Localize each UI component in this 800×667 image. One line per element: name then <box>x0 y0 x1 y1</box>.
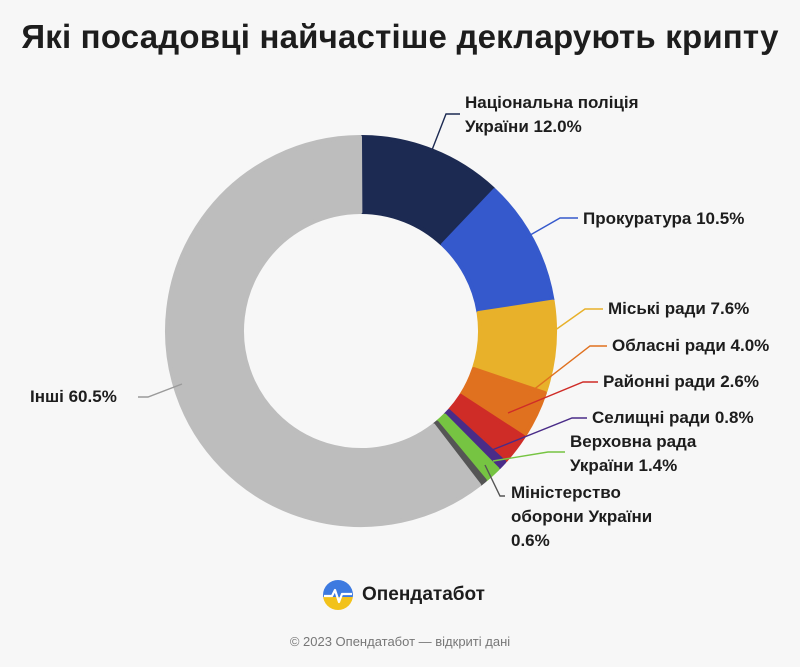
leader-line-6 <box>492 451 565 462</box>
opendatabot-logo-icon <box>323 580 353 610</box>
slice-label-0: Національна поліція <box>465 93 639 112</box>
leader-line-3 <box>527 345 607 395</box>
slice-label-0: України 12.0% <box>465 117 582 136</box>
slice-8 <box>165 135 482 527</box>
slice-1 <box>440 188 555 314</box>
chart-title: Які посадовці найчастіше декларують крип… <box>21 18 779 55</box>
leader-line-2 <box>543 308 603 339</box>
leader-line-7 <box>484 464 505 497</box>
slice-label-6: України 1.4% <box>570 456 677 475</box>
brand-name: Опендатабот <box>362 584 485 605</box>
leader-line-0 <box>431 113 460 151</box>
leader-line-8 <box>138 383 183 398</box>
slice-0 <box>359 135 496 246</box>
slice-label-5: Селищні ради 0.8% <box>592 408 754 427</box>
slice-label-8: Інші 60.5% <box>30 387 117 406</box>
slice-label-7: оборони України <box>511 507 652 526</box>
slice-label-7: 0.6% <box>511 531 550 550</box>
leader-line-5 <box>486 417 587 453</box>
slice-label-4: Районні ради 2.6% <box>603 372 759 391</box>
leader-line-1 <box>524 217 578 239</box>
slice-label-7: Міністерство <box>511 483 621 502</box>
slice-label-3: Обласні ради 4.0% <box>612 336 769 355</box>
slice-label-6: Верховна рада <box>570 432 697 451</box>
slice-label-2: Міські ради 7.6% <box>608 299 749 318</box>
leader-line-4 <box>507 381 598 414</box>
copyright-footer: © 2023 Опендатабот — відкриті дані <box>289 634 511 649</box>
slice-label-1: Прокуратура 10.5% <box>583 209 744 228</box>
brand-logo[interactable]: Опендатабот <box>322 578 485 612</box>
